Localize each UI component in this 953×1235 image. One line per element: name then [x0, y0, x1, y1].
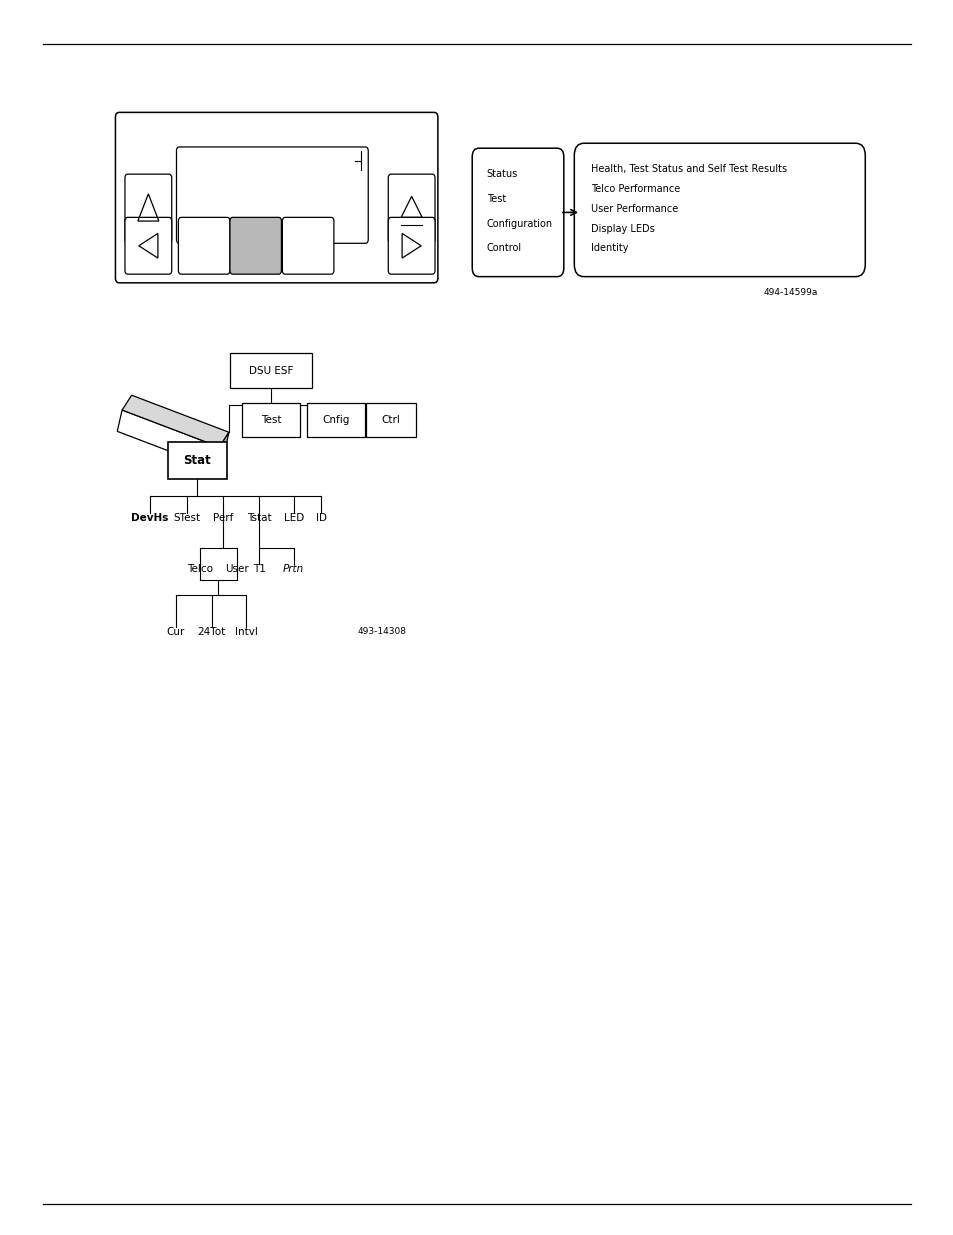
FancyBboxPatch shape: [230, 217, 281, 274]
FancyBboxPatch shape: [388, 217, 435, 274]
Text: 493-14308: 493-14308: [357, 627, 406, 636]
Text: Status: Status: [486, 169, 517, 179]
Text: Telco: Telco: [187, 564, 213, 574]
Text: User: User: [225, 564, 248, 574]
FancyBboxPatch shape: [230, 353, 312, 388]
FancyBboxPatch shape: [241, 403, 299, 437]
FancyBboxPatch shape: [115, 112, 437, 283]
Text: Cnfig: Cnfig: [322, 415, 349, 425]
Text: 494-14599a: 494-14599a: [762, 288, 817, 296]
Text: Health, Test Status and Self Test Results: Health, Test Status and Self Test Result…: [591, 164, 787, 174]
FancyBboxPatch shape: [574, 143, 864, 277]
Text: Telco Performance: Telco Performance: [591, 184, 680, 194]
Text: STest: STest: [173, 513, 200, 522]
FancyBboxPatch shape: [176, 147, 368, 243]
Text: DevHs: DevHs: [131, 513, 169, 522]
Polygon shape: [122, 395, 229, 447]
Text: Prtn: Prtn: [283, 564, 304, 574]
FancyBboxPatch shape: [472, 148, 563, 277]
FancyBboxPatch shape: [366, 403, 416, 437]
Text: Perf: Perf: [213, 513, 233, 522]
Text: 24Tot: 24Tot: [197, 627, 226, 637]
Polygon shape: [117, 410, 219, 468]
Text: Control: Control: [486, 243, 521, 253]
Text: User Performance: User Performance: [591, 204, 678, 214]
FancyBboxPatch shape: [178, 217, 230, 274]
FancyBboxPatch shape: [306, 403, 364, 437]
Text: Display LEDs: Display LEDs: [591, 224, 655, 233]
FancyBboxPatch shape: [282, 217, 334, 274]
Text: Stat: Stat: [183, 454, 212, 467]
Text: LED: LED: [283, 513, 304, 522]
Text: T1: T1: [253, 564, 266, 574]
FancyBboxPatch shape: [168, 442, 226, 479]
FancyBboxPatch shape: [125, 217, 172, 274]
Text: Tstat: Tstat: [247, 513, 272, 522]
Text: ID: ID: [315, 513, 327, 522]
FancyBboxPatch shape: [125, 174, 172, 243]
Text: Test: Test: [486, 194, 505, 204]
Text: Intvl: Intvl: [234, 627, 257, 637]
Text: DSU ESF: DSU ESF: [249, 366, 293, 375]
Text: Ctrl: Ctrl: [381, 415, 400, 425]
Text: Identity: Identity: [591, 243, 628, 253]
Text: Test: Test: [260, 415, 281, 425]
Text: Cur: Cur: [166, 627, 185, 637]
FancyBboxPatch shape: [388, 174, 435, 243]
Polygon shape: [214, 432, 229, 468]
Text: Configuration: Configuration: [486, 219, 552, 228]
